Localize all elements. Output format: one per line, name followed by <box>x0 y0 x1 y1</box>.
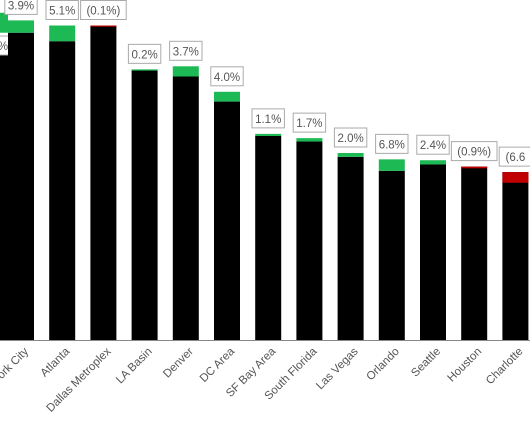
bar-base <box>337 156 364 340</box>
data-label-box <box>127 43 162 64</box>
bar-change-positive <box>8 20 34 33</box>
x-tick-label: LA Basin <box>114 346 155 387</box>
x-tick-label: Denver <box>161 346 196 381</box>
bar-base <box>172 76 199 340</box>
x-tick-label: Charlotte <box>484 346 525 387</box>
bar-base <box>90 25 117 340</box>
bar-change-positive <box>214 91 240 102</box>
bar-change-negative <box>461 166 488 169</box>
x-tick-label: DC Area <box>198 345 238 385</box>
data-label-box <box>416 134 450 155</box>
data-label-box <box>375 133 409 154</box>
data-label: 4.0% <box>214 72 240 84</box>
data-label: 3.7% <box>173 46 199 58</box>
bar-change-positive <box>378 159 405 171</box>
bar-partial-left-base <box>0 37 8 341</box>
data-label-box <box>80 0 127 20</box>
data-label: 6.8% <box>379 139 405 151</box>
bar-base <box>131 70 158 341</box>
data-label-partial-left: % <box>0 41 8 53</box>
data-label-box <box>292 112 327 133</box>
data-label: 1.7% <box>296 118 322 130</box>
bar-change-positive <box>131 69 158 71</box>
data-label: 1.1% <box>255 114 281 126</box>
data-label-box <box>450 141 498 162</box>
data-label: 0.2% <box>131 49 157 61</box>
bar-change-positive <box>337 153 364 157</box>
data-label: 2.0% <box>337 133 363 145</box>
x-tick-label: Las Vegas <box>314 345 361 392</box>
x-tick-label: Houston <box>446 346 485 385</box>
bar-change-negative <box>90 25 117 27</box>
data-label-box <box>333 127 368 148</box>
bar-base <box>378 170 405 340</box>
data-label-box <box>45 0 79 20</box>
bar-change-positive <box>172 66 199 77</box>
bar-change-positive <box>296 138 323 142</box>
x-tick-label: Orlando <box>364 346 401 383</box>
bar-base <box>214 101 240 340</box>
data-label-box <box>498 146 530 167</box>
data-label: (0.9%) <box>457 147 491 159</box>
data-label: (6.6 <box>505 152 525 164</box>
bar-change-positive <box>255 133 282 136</box>
data-label-box <box>4 0 38 15</box>
bar-change-positive <box>420 160 446 165</box>
bar-base <box>49 41 76 340</box>
data-label: 3.9% <box>8 0 34 12</box>
bar-base <box>255 136 282 340</box>
bar-base <box>461 166 488 340</box>
x-tick-label: Atlanta <box>39 345 73 379</box>
bar-base <box>420 164 446 340</box>
x-tick-label: Seattle <box>409 346 443 380</box>
data-label: 5.1% <box>49 6 75 18</box>
data-label: (0.1%) <box>86 6 120 18</box>
bar-partial-left-change <box>0 12 8 33</box>
bar-base <box>296 141 323 340</box>
data-label: 2.4% <box>420 140 446 152</box>
bar-change-negative <box>502 172 529 183</box>
bar-base <box>8 32 34 340</box>
data-label-box <box>169 40 203 61</box>
x-tick-label: York City <box>0 345 31 386</box>
data-label-box <box>251 108 285 129</box>
bar-base <box>502 172 529 340</box>
data-label-box <box>210 66 244 87</box>
bar-change-positive <box>49 25 76 42</box>
